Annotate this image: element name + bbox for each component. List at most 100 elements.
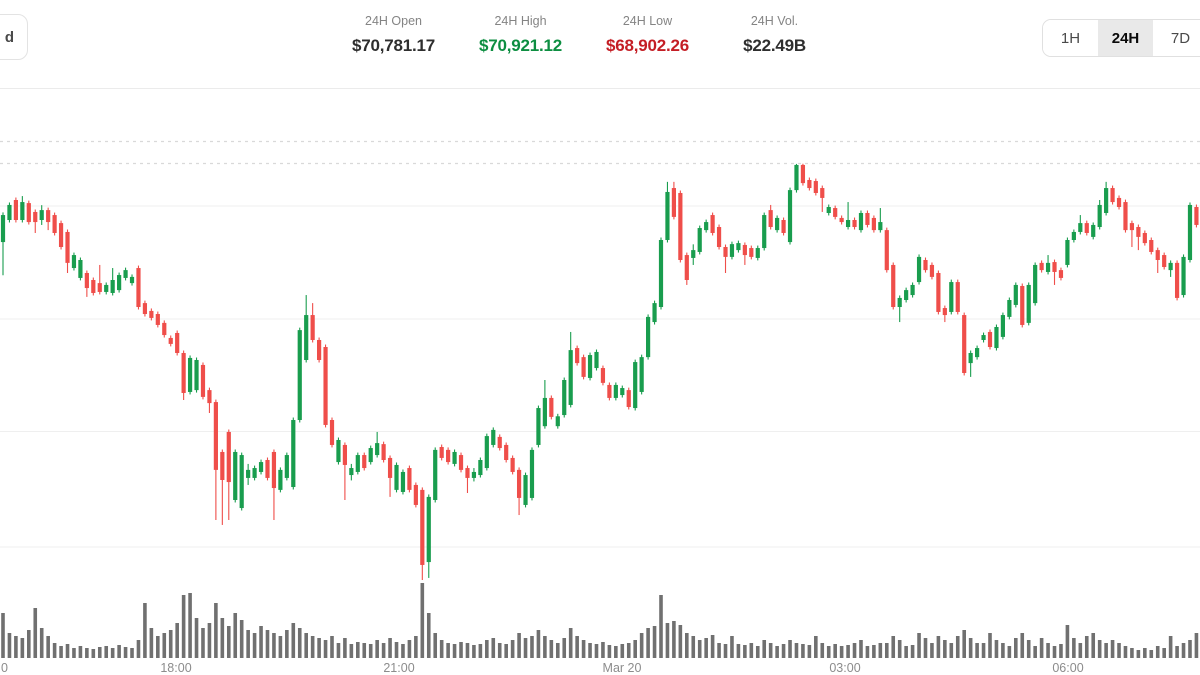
candle-body <box>504 444 509 460</box>
candle-body <box>1097 204 1102 228</box>
candle-body <box>820 188 825 198</box>
candle-body <box>916 256 922 283</box>
candle-body <box>446 449 451 463</box>
candle-body <box>207 390 212 404</box>
candle-body <box>852 220 857 228</box>
candle-body <box>117 275 122 291</box>
volume-bar <box>194 618 199 658</box>
chart-type-button-partial[interactable]: d <box>0 14 28 60</box>
volume-bar <box>697 640 702 658</box>
candle-body <box>13 200 19 220</box>
candle-body <box>1000 315 1006 337</box>
range-button-24h[interactable]: 24H <box>1098 20 1153 56</box>
stat-value: $22.49B <box>743 36 806 55</box>
volume-bar <box>401 644 405 658</box>
volume-bar <box>846 645 850 658</box>
candle-body <box>723 247 728 257</box>
candle-body <box>136 268 141 308</box>
volume-bar <box>1149 650 1154 658</box>
candle-body <box>336 440 341 463</box>
volume-bar <box>523 638 528 658</box>
range-button-7d[interactable]: 7D <box>1153 20 1200 56</box>
volume-bar <box>117 645 121 658</box>
volume-bar <box>497 643 502 658</box>
candle-body <box>26 203 31 223</box>
volume-bar <box>85 648 89 658</box>
candle-body <box>297 330 302 420</box>
candle-body <box>1039 262 1044 271</box>
volume-bar <box>717 643 721 658</box>
candle-body <box>904 290 909 300</box>
candle-body <box>1149 240 1154 252</box>
candle-body <box>1187 204 1193 260</box>
volume-bar <box>588 643 592 658</box>
volume-bar <box>33 608 38 658</box>
x-axis-label: Mar 20 <box>603 661 642 675</box>
volume-bar <box>562 638 567 658</box>
candle-body <box>497 436 502 449</box>
candle-body <box>536 408 541 445</box>
volume-bar <box>272 633 276 658</box>
volume-bar <box>601 642 605 658</box>
volume-bar <box>1117 643 1121 658</box>
candle-body <box>665 191 670 240</box>
candle-body <box>258 462 264 472</box>
volume-bar <box>7 633 12 658</box>
range-button-1h[interactable]: 1H <box>1043 20 1098 56</box>
volume-bar <box>130 648 134 658</box>
volume-bar <box>672 621 676 658</box>
volume-bar <box>336 643 341 658</box>
candle-body <box>426 496 431 563</box>
candle-body <box>252 468 257 478</box>
candle-body <box>510 457 515 472</box>
volume-bar <box>788 640 792 658</box>
volume-bar <box>214 603 218 658</box>
volume-bar <box>872 645 876 658</box>
volume-bar <box>710 635 715 658</box>
volume-bar <box>530 636 534 658</box>
candle-body <box>1084 223 1089 233</box>
candle-body <box>1136 227 1141 237</box>
candle-body <box>400 471 406 492</box>
volume-bar <box>536 630 541 658</box>
volume-bar <box>749 643 754 658</box>
volume-bar <box>981 643 986 658</box>
candle-body <box>865 212 870 225</box>
volume-bar <box>181 595 186 658</box>
volume-bar <box>917 633 921 658</box>
candle-body <box>1058 270 1064 278</box>
candle-body <box>1026 284 1031 323</box>
volume-bar <box>143 603 147 658</box>
volume-bar <box>123 647 128 658</box>
candle-body <box>1174 262 1180 298</box>
candle-body <box>187 357 193 392</box>
x-axis-label: 21:00 <box>383 661 414 675</box>
candle-body <box>220 451 225 480</box>
candle-body <box>284 455 289 478</box>
candle-body <box>1116 197 1122 208</box>
candle-body <box>1155 250 1160 260</box>
candle-body <box>826 207 831 213</box>
volume-bar <box>433 633 438 658</box>
candle-body <box>549 397 554 417</box>
volume-bar <box>394 642 399 658</box>
stat-volume-label: 24H Vol. <box>750 14 799 28</box>
candle-body <box>329 420 335 445</box>
candle-body <box>1129 223 1135 231</box>
candle-body <box>729 244 735 257</box>
candle-body <box>813 181 818 193</box>
candle-body <box>858 212 864 231</box>
volume-bar <box>936 636 941 658</box>
volume-bar <box>291 623 296 658</box>
volume-bar <box>110 648 115 658</box>
candle-body <box>671 188 677 217</box>
volume-bar <box>1123 646 1128 658</box>
volume-bar <box>1168 636 1173 658</box>
candle-body <box>697 228 702 252</box>
volume-bar <box>755 646 760 658</box>
volume-bar <box>646 628 650 658</box>
volume-bar <box>1007 646 1012 658</box>
candle-body <box>626 390 631 408</box>
volume-bar <box>768 643 773 658</box>
